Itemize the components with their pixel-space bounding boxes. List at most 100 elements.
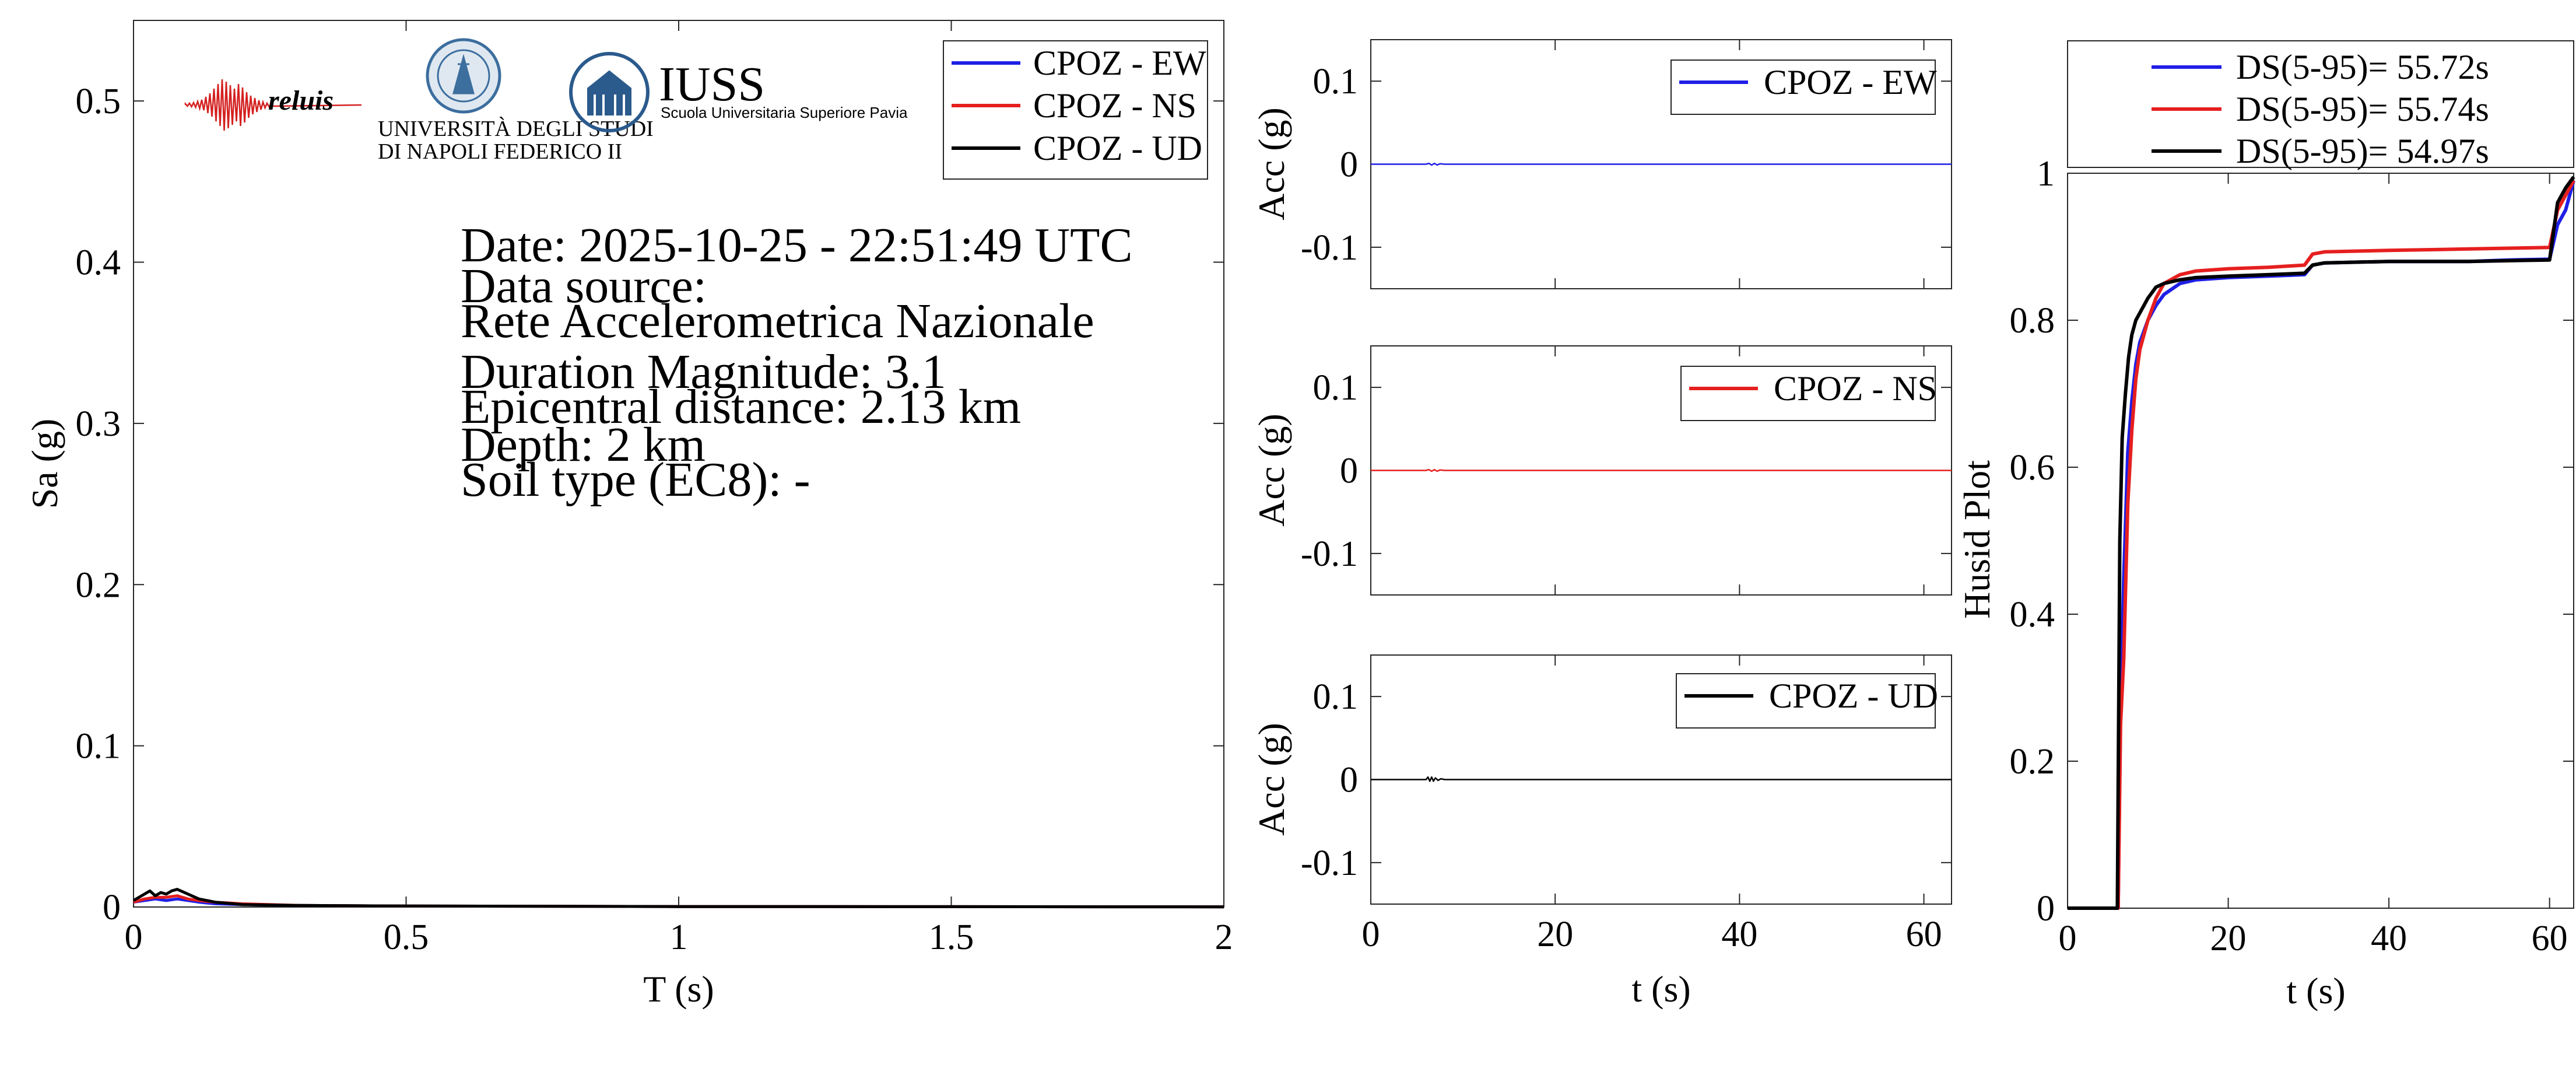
acc-ns-series-lines [1371,468,1952,472]
acc_ud-legend-label: CPOZ - UD [1769,677,1938,715]
spectrum-ytick-label: 0.3 [76,404,121,444]
husid-ticks: 0 20 40 60 0 0.2 0.4 0.6 0.8 1 [2010,154,2574,958]
spectrum-ticks: 0 0.5 1 1.5 2 0 0.1 0.2 0.3 0.4 0.5 [76,20,1233,957]
husid-ytick-label: 0.4 [2010,595,2055,635]
spectrum-xtick-label: 1.5 [929,918,974,957]
husid-ytick-label: 0 [2037,889,2055,929]
acc-ud-panel: 0 20 40 60-0.100.1 CPOZ - UD Acc (g) t (s) [1251,654,1952,1010]
husid-series-lines [2068,176,2575,910]
reluis-logo-text: reluis [268,85,334,116]
acc_ew-ytick-label: -0.1 [1301,228,1358,268]
husid-xtick-label: 60 [2532,919,2568,958]
acc-ud-ticks: 0 20 40 60-0.100.1 [1301,655,1952,954]
acc_ud-xtick-label: 20 [1537,915,1573,954]
spectrum-panel: 0 0.5 1 1.5 200.10.20.30.40.5 reluis UNIVERS… [24,20,1233,1010]
acc-ud-y-axis-title: Acc (g) [1251,723,1292,836]
iuss-emblem-icon [569,52,650,132]
acc_ud-xtick-label: 60 [1906,915,1942,954]
acc-ns-panel: -0.1 0 0.1 CPOZ - NS Acc (g) [1251,345,1952,596]
spectrum-series-cpoz-ud [132,888,1224,909]
spectrum-xtick-label: 0.5 [384,918,429,957]
acc_ns-legend-label: CPOZ - NS [1774,369,1937,408]
husid-ytick-label: 0.2 [2010,742,2055,782]
acc_ns-series-cpoz-ns [1371,468,1952,472]
acc-ns-y-axis-title: Acc (g) [1251,414,1292,527]
acc-ud-legend: CPOZ - UD [1676,673,1938,729]
husid-ytick-label: 0.6 [2010,448,2055,488]
acc_ew-legend-label: CPOZ - EW [1764,63,1937,101]
acc-ew-legend: CPOZ - EW [1670,59,1937,115]
husid-legend: DS(5-95)= 55.72s DS(5-95)= 55.74s DS(5-95)… [2067,40,2574,170]
spectrum-xtick-label: 1 [670,918,688,957]
epicentral-distance: Epicentral distance: 2.13 km [461,380,1021,434]
husid-x-axis-title: t (s) [2286,970,2345,1011]
husid-legend-label: DS(5-95)= 55.72s [2236,48,2489,86]
husid-legend-label: DS(5-95)= 54.97s [2236,132,2489,170]
husid-axes-frame [2067,173,2574,909]
acc_ud-ytick-label: 0 [1340,761,1358,800]
spectrum-legend-label: CPOZ - EW [1033,44,1206,82]
acc-ew-series-lines [1371,162,1952,166]
acc-ns-legend: CPOZ - NS [1680,366,1937,421]
acc-ew-panel: -0.1 0 0.1 CPOZ - EW Acc (g) [1251,39,1952,289]
reluis-wave-icon [184,79,362,131]
husid-series-ds-5-95-55-74s [2068,180,2575,910]
spectrum-legend-label: CPOZ - UD [1033,129,1202,167]
unina-seal-figure-icon [452,54,475,94]
husid-series-ds-5-95-54-97s [2068,176,2575,910]
spectrum-xtick-label: 0 [125,918,143,957]
acc_ew-ytick-label: 0 [1340,145,1358,185]
spectrum-y-axis-title: Sa (g) [24,419,65,509]
acc_ew-series-cpoz-ew [1371,162,1952,166]
acc_ns-ytick-label: 0 [1340,451,1358,491]
acc_ud-xtick-label: 0 [1362,915,1380,954]
iuss-name: IUSS [659,57,765,111]
husid-legend-label: DS(5-95)= 55.74s [2236,90,2489,128]
acc_ud-series-cpoz-ud [1371,776,1952,782]
acc_ns-legend-box [1680,366,1936,421]
acc-ud-series-lines [1371,776,1952,782]
data-source-label: Data source: [461,259,707,313]
acc_ns-ytick-label: 0.1 [1313,368,1359,408]
husid-xtick-label: 0 [2059,919,2077,958]
husid-legend-box [2067,40,2574,168]
spectrum-legend-label: CPOZ - NS [1033,86,1196,125]
husid-ytick-label: 1 [2037,154,2055,194]
spectrum-ytick-label: 0.4 [76,243,121,283]
husid-y-axis-title: Husid Plot [1956,460,1998,619]
unina-seal-inner-icon [437,49,490,103]
spectrum-legend: CPOZ - EW CPOZ - NS CPOZ - UD [943,40,1208,180]
acc_ns-ytick-label: -0.1 [1301,534,1358,574]
acc_ud-ytick-label: -0.1 [1301,843,1358,883]
husid-series-ds-5-95-55-72s [2068,180,2575,910]
acc-ns-ticks: -0.1 0 0.1 [1301,346,1952,595]
iuss-building-icon [585,67,634,118]
spectrum-series-lines [132,888,1224,909]
event-depth: Depth: 2 km [461,418,706,472]
spectrum-ytick-label: 0.5 [76,82,121,121]
acc_ud-legend-box [1676,673,1936,729]
husid-ytick-label: 0.8 [2010,301,2055,341]
reluis-logo: reluis [184,79,362,131]
acc-ew-ticks: -0.1 0 0.1 [1301,40,1952,289]
spectrum-ytick-label: 0.2 [76,565,121,605]
iuss-subtitle: Scuola Universitaria Superiore Pavia [661,104,908,121]
acc_ew-ytick-label: 0.1 [1313,62,1359,101]
event-date: Date: 2025-10-25 - 22:51:49 UTC [461,218,1133,272]
husid-xtick-label: 20 [2210,919,2247,958]
spectrum-xtick-label: 2 [1215,918,1233,957]
acc_ew-legend-box [1670,59,1936,115]
iuss-logo: IUSS Scuola Universitaria Superiore Pavi… [569,52,908,132]
unina-line-2: DI NAPOLI FEDERICO II [378,139,622,164]
soil-type: Soil type (EC8): - [461,453,810,507]
acc-ew-y-axis-title: Acc (g) [1251,107,1292,220]
event-magnitude: Duration Magnitude: 3.1 [461,345,946,399]
spectrum-x-axis-title: T (s) [643,968,714,1010]
spectrum-ytick-label: 0.1 [76,727,121,766]
husid-xtick-label: 40 [2371,919,2407,958]
acc_ud-xtick-label: 40 [1721,915,1757,954]
spectrum-ytick-label: 0 [103,888,121,927]
event-info: Date: 2025-10-25 - 22:51:49 UTC Data sou… [461,218,1133,507]
